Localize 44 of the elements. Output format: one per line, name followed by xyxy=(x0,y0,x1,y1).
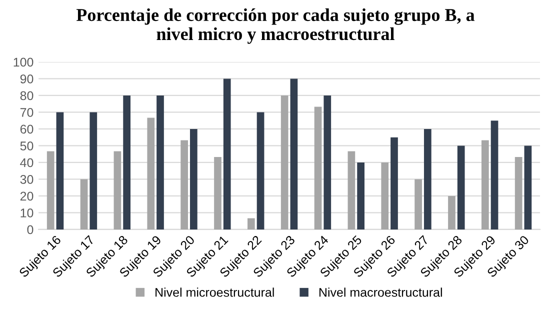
bar xyxy=(90,112,98,230)
bar xyxy=(348,151,356,230)
bar xyxy=(180,140,188,230)
bar xyxy=(280,95,288,230)
bar xyxy=(156,95,164,230)
bar xyxy=(247,218,255,230)
bar xyxy=(56,112,64,230)
bar xyxy=(256,112,264,230)
y-tick-label: 40 xyxy=(20,158,34,168)
chart-title: Porcentaje de corrección por cada sujeto grupo B, a nivel micro y macroestructural xyxy=(76,8,475,44)
bar xyxy=(223,78,231,230)
bar xyxy=(290,78,298,230)
bar xyxy=(123,95,130,230)
bar xyxy=(114,151,122,230)
y-tick-label: 60 xyxy=(20,124,34,134)
bar xyxy=(514,156,522,230)
bar xyxy=(390,137,398,230)
y-tick-label: 0 xyxy=(27,225,34,234)
bar xyxy=(448,196,456,230)
bar xyxy=(524,146,532,230)
bar xyxy=(357,162,364,230)
y-tick-label: 20 xyxy=(20,192,34,201)
bar xyxy=(147,118,155,230)
bar xyxy=(80,179,88,230)
legend-label: Nivel macroestructural xyxy=(319,288,442,297)
bar xyxy=(324,95,332,230)
bar xyxy=(381,162,389,230)
y-tick-label: 50 xyxy=(20,142,34,150)
bar xyxy=(424,128,432,230)
y-tick-label: 100 xyxy=(14,58,34,67)
bar xyxy=(46,151,54,230)
bar xyxy=(214,156,222,230)
bar xyxy=(414,179,422,230)
y-tick-label: 90 xyxy=(20,74,34,84)
y-tick-label: 30 xyxy=(20,175,34,184)
bar xyxy=(481,140,489,230)
bar xyxy=(490,120,498,230)
bar xyxy=(314,106,322,230)
bar xyxy=(457,146,465,230)
y-tick-label: 70 xyxy=(20,108,34,117)
y-tick-label: 80 xyxy=(20,91,34,100)
y-tick-label: 10 xyxy=(20,208,34,218)
legend-label: Nivel microestructural xyxy=(156,288,274,297)
bar xyxy=(190,128,198,230)
